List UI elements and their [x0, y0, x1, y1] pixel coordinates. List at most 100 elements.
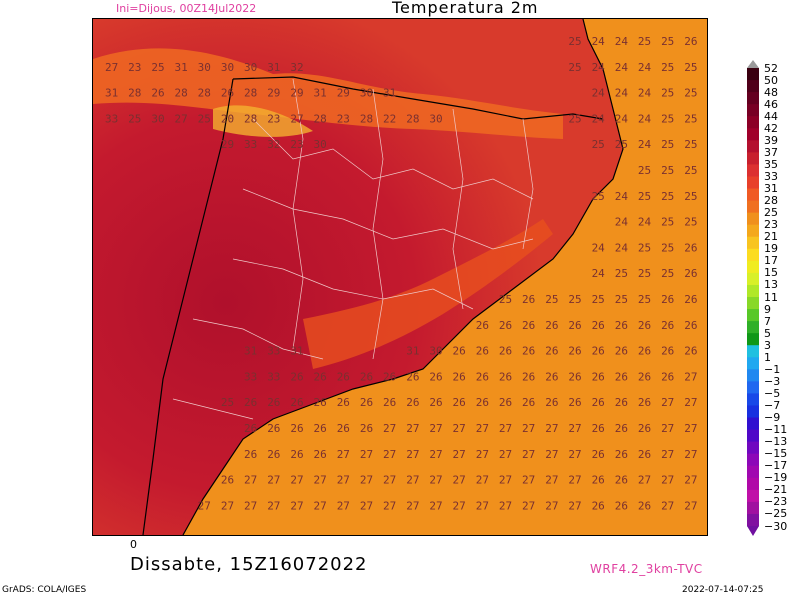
- scale-segment: [747, 357, 759, 370]
- scale-tick-label: 11: [764, 290, 778, 304]
- grid-value: 25: [638, 164, 651, 177]
- grid-value: 26: [476, 319, 489, 332]
- grid-value: 27: [406, 499, 419, 512]
- grid-value: 27: [429, 474, 442, 487]
- grid-value: 27: [383, 474, 396, 487]
- axis-zero-label: 0: [130, 538, 137, 551]
- grid-value: 31: [175, 61, 188, 74]
- scale-tick-label: 13: [764, 278, 778, 292]
- grid-value: 27: [267, 499, 280, 512]
- scale-segment: [747, 92, 759, 105]
- grid-value: 26: [615, 422, 628, 435]
- grid-value: 26: [615, 474, 628, 487]
- scale-tick-label: −3: [764, 374, 781, 388]
- scale-segment: [747, 417, 759, 431]
- grid-value: 27: [337, 499, 350, 512]
- grid-value: 26: [615, 499, 628, 512]
- grid-value: 26: [244, 422, 257, 435]
- scale-tick-label: 25: [764, 206, 778, 220]
- grid-value: 26: [592, 396, 605, 409]
- grid-value: 27: [290, 499, 303, 512]
- grid-value: 31: [406, 345, 419, 358]
- grid-value: 25: [684, 138, 697, 151]
- grid-value: 26: [615, 370, 628, 383]
- scale-segment: [747, 309, 759, 322]
- scale-tick-label: −17: [764, 459, 788, 473]
- grid-value: 27: [661, 499, 674, 512]
- grid-value: 25: [661, 241, 674, 254]
- grid-value: 26: [615, 396, 628, 409]
- scale-tick-label: −25: [764, 507, 788, 521]
- scale-segment: [747, 188, 759, 202]
- grid-value: 26: [684, 35, 697, 48]
- grid-value: 26: [684, 267, 697, 280]
- grid-value: 26: [406, 396, 419, 409]
- grid-value: 26: [453, 345, 466, 358]
- grid-value: 23: [337, 112, 350, 125]
- grid-value: 27: [684, 499, 697, 512]
- grid-value: 26: [568, 345, 581, 358]
- grid-value: 24: [592, 87, 606, 100]
- grid-value: 26: [360, 396, 373, 409]
- model-label: WRF4.2_3km-TVC: [590, 562, 703, 576]
- grid-value: 25: [661, 138, 674, 151]
- grid-value: 25: [592, 190, 605, 203]
- grid-value: 30: [151, 112, 164, 125]
- grid-value: 26: [267, 448, 280, 461]
- grid-value: 27: [545, 422, 558, 435]
- grid-value: 26: [453, 396, 466, 409]
- grid-value: 27: [499, 448, 512, 461]
- grid-value: 27: [221, 499, 234, 512]
- grid-value: 26: [638, 448, 651, 461]
- grid-value: 33: [244, 138, 257, 151]
- grid-value: 33: [267, 370, 280, 383]
- grid-value: 25: [615, 293, 628, 306]
- scale-segment: [747, 104, 759, 117]
- scale-bottom-arrow: [747, 526, 759, 536]
- grid-value: 31: [244, 345, 257, 358]
- scale-segment: [747, 441, 759, 455]
- grid-value: 26: [522, 319, 535, 332]
- comarca-borders: [172, 78, 534, 420]
- grid-value: 32: [290, 61, 303, 74]
- scale-segment: [747, 236, 759, 250]
- grid-value: 28: [128, 87, 141, 100]
- grid-value: 27: [429, 422, 442, 435]
- scale-tick-label: 50: [764, 73, 778, 87]
- grid-value: 24: [638, 61, 652, 74]
- scale-tick-label: 44: [764, 109, 778, 123]
- grid-value: 24: [615, 216, 629, 229]
- scale-segment: [747, 465, 759, 479]
- grid-value: 26: [545, 396, 558, 409]
- scale-segment: [747, 212, 759, 226]
- grid-value: 25: [661, 216, 674, 229]
- grid-value: 24: [592, 267, 606, 280]
- grid-value: 27: [175, 112, 188, 125]
- grid-value: 28: [198, 87, 211, 100]
- grid-value: 27: [360, 474, 373, 487]
- grid-value: 25: [661, 61, 674, 74]
- grid-value: 25: [221, 396, 234, 409]
- grid-value: 25: [661, 190, 674, 203]
- scale-tick-label: 42: [764, 121, 778, 135]
- grid-value: 25: [638, 241, 651, 254]
- grid-value: 28: [360, 112, 373, 125]
- scale-tick-label: −11: [764, 423, 788, 437]
- grid-value: 26: [290, 422, 303, 435]
- grid-value: 31: [105, 87, 118, 100]
- grid-value: 27: [568, 474, 581, 487]
- grid-value: 25: [592, 138, 605, 151]
- grid-value: 26: [314, 448, 327, 461]
- grid-value: 24: [592, 35, 606, 48]
- scale-segment: [747, 152, 759, 165]
- grid-value: 26: [592, 448, 605, 461]
- scale-tick-label: 52: [764, 61, 778, 75]
- grid-value: 25: [684, 190, 697, 203]
- grid-value: 27: [476, 448, 489, 461]
- scale-segment: [747, 321, 759, 334]
- grid-value: 25: [568, 293, 581, 306]
- grid-value: 26: [661, 293, 674, 306]
- grid-value: 25: [615, 267, 628, 280]
- grid-value: 26: [661, 345, 674, 358]
- grid-value: 26: [545, 370, 558, 383]
